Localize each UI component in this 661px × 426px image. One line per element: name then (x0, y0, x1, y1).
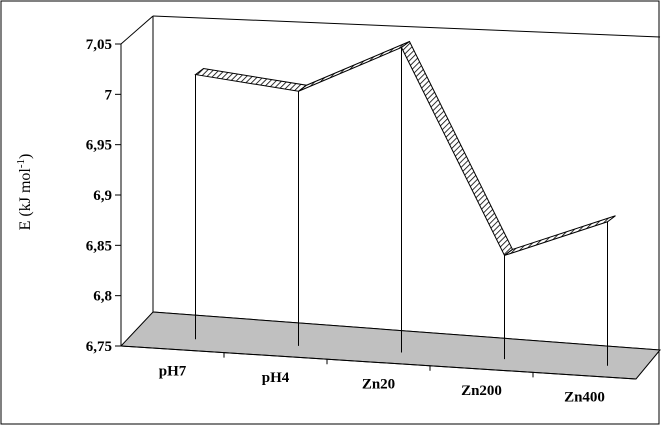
y-tick-label: 6,8 (93, 289, 112, 305)
y-tick-label: 7,05 (86, 37, 112, 53)
drop-lines (195, 47, 608, 366)
y-tick-label: 6,95 (86, 138, 112, 154)
y-axis-title-close: ) (17, 154, 34, 159)
y-axis-title: E (kJ mol-1) (15, 154, 34, 231)
y-tick-label: 6,75 (86, 339, 112, 355)
ribbon-segment (400, 40, 514, 257)
x-tick-label: pH7 (159, 363, 187, 379)
y-axis-ticks: 6,75 6,8 6,85 6,9 6,95 7 7,05 (86, 37, 121, 355)
back-wall-top-edge (152, 15, 661, 38)
ribbon-segment (504, 215, 616, 256)
series-ribbon (194, 40, 616, 257)
y-tick-label: 7 (105, 87, 113, 103)
x-tick-label: Zn400 (564, 390, 605, 406)
y-axis-depth-top (120, 15, 154, 45)
ribbon-segment (194, 68, 308, 92)
x-tick-label: pH4 (262, 370, 290, 386)
y-tick-label: 6,85 (86, 238, 112, 254)
x-tick-label: Zn200 (461, 383, 502, 399)
ribbon-segment (298, 41, 410, 92)
x-axis-ticks: pH7 pH4 Zn20 Zn200 Zn400 (159, 352, 605, 406)
x-tick-label: Zn20 (362, 377, 395, 393)
y-axis-title-main: E (kJ mol (17, 168, 34, 231)
chart-floor (119, 311, 661, 380)
x-axis-line (120, 345, 637, 380)
back-wall-edge (152, 16, 661, 351)
y-tick-label: 6,9 (93, 188, 112, 204)
y-axis-title-superscript: -1 (15, 159, 27, 168)
